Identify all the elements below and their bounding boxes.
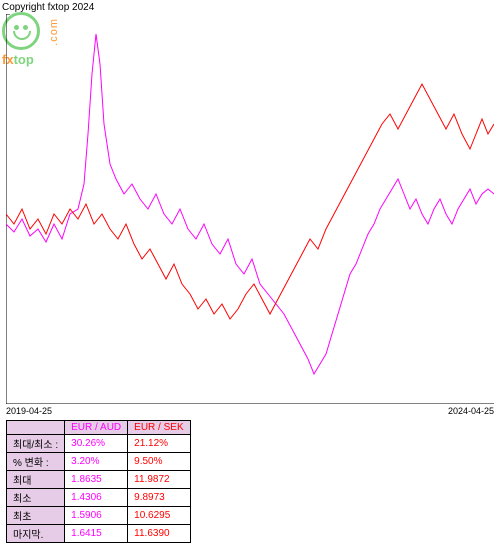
series-line	[6, 34, 494, 374]
row-label: 최초	[7, 507, 65, 525]
cell-eur-sek: 21.12%	[128, 435, 190, 453]
cell-eur-aud: 3.20%	[65, 453, 128, 471]
x-axis-start-date: 2019-04-25	[6, 406, 52, 416]
table-row: 마지막.1.641511.6390	[7, 525, 191, 543]
series-line	[6, 84, 494, 319]
cell-eur-aud: 1.5906	[65, 507, 128, 525]
cell-eur-sek: 10.6295	[128, 507, 190, 525]
table-row: 최대/최소 :30.26%21.12%	[7, 435, 191, 453]
table-row: 최초1.590610.6295	[7, 507, 191, 525]
stats-table: EUR / AUDEUR / SEK최대/최소 :30.26%21.12%% 변…	[6, 420, 191, 543]
table-row: % 변화 :3.20%9.50%	[7, 453, 191, 471]
table-column-header: EUR / SEK	[128, 421, 190, 435]
x-axis-end-date: 2024-04-25	[448, 406, 494, 416]
cell-eur-aud: 1.8635	[65, 471, 128, 489]
cell-eur-sek: 11.9872	[128, 471, 190, 489]
cell-eur-aud: 30.26%	[65, 435, 128, 453]
row-label: 최대/최소 :	[7, 435, 65, 453]
table-row: 최소1.43069.8973	[7, 489, 191, 507]
cell-eur-sek: 9.8973	[128, 489, 190, 507]
table-corner	[7, 421, 65, 435]
row-label: 마지막.	[7, 525, 65, 543]
row-label: 최대	[7, 471, 65, 489]
table-row: 최대1.863511.9872	[7, 471, 191, 489]
cell-eur-aud: 1.6415	[65, 525, 128, 543]
row-label: 최소	[7, 489, 65, 507]
exchange-rate-chart	[6, 14, 494, 404]
row-label: % 변화 :	[7, 453, 65, 471]
cell-eur-sek: 11.6390	[128, 525, 190, 543]
table-column-header: EUR / AUD	[65, 421, 128, 435]
cell-eur-aud: 1.4306	[65, 489, 128, 507]
cell-eur-sek: 9.50%	[128, 453, 190, 471]
